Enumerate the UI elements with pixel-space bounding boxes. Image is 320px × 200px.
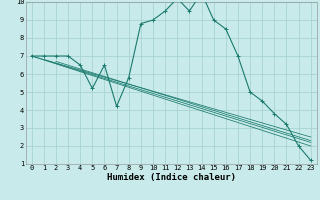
X-axis label: Humidex (Indice chaleur): Humidex (Indice chaleur) xyxy=(107,173,236,182)
